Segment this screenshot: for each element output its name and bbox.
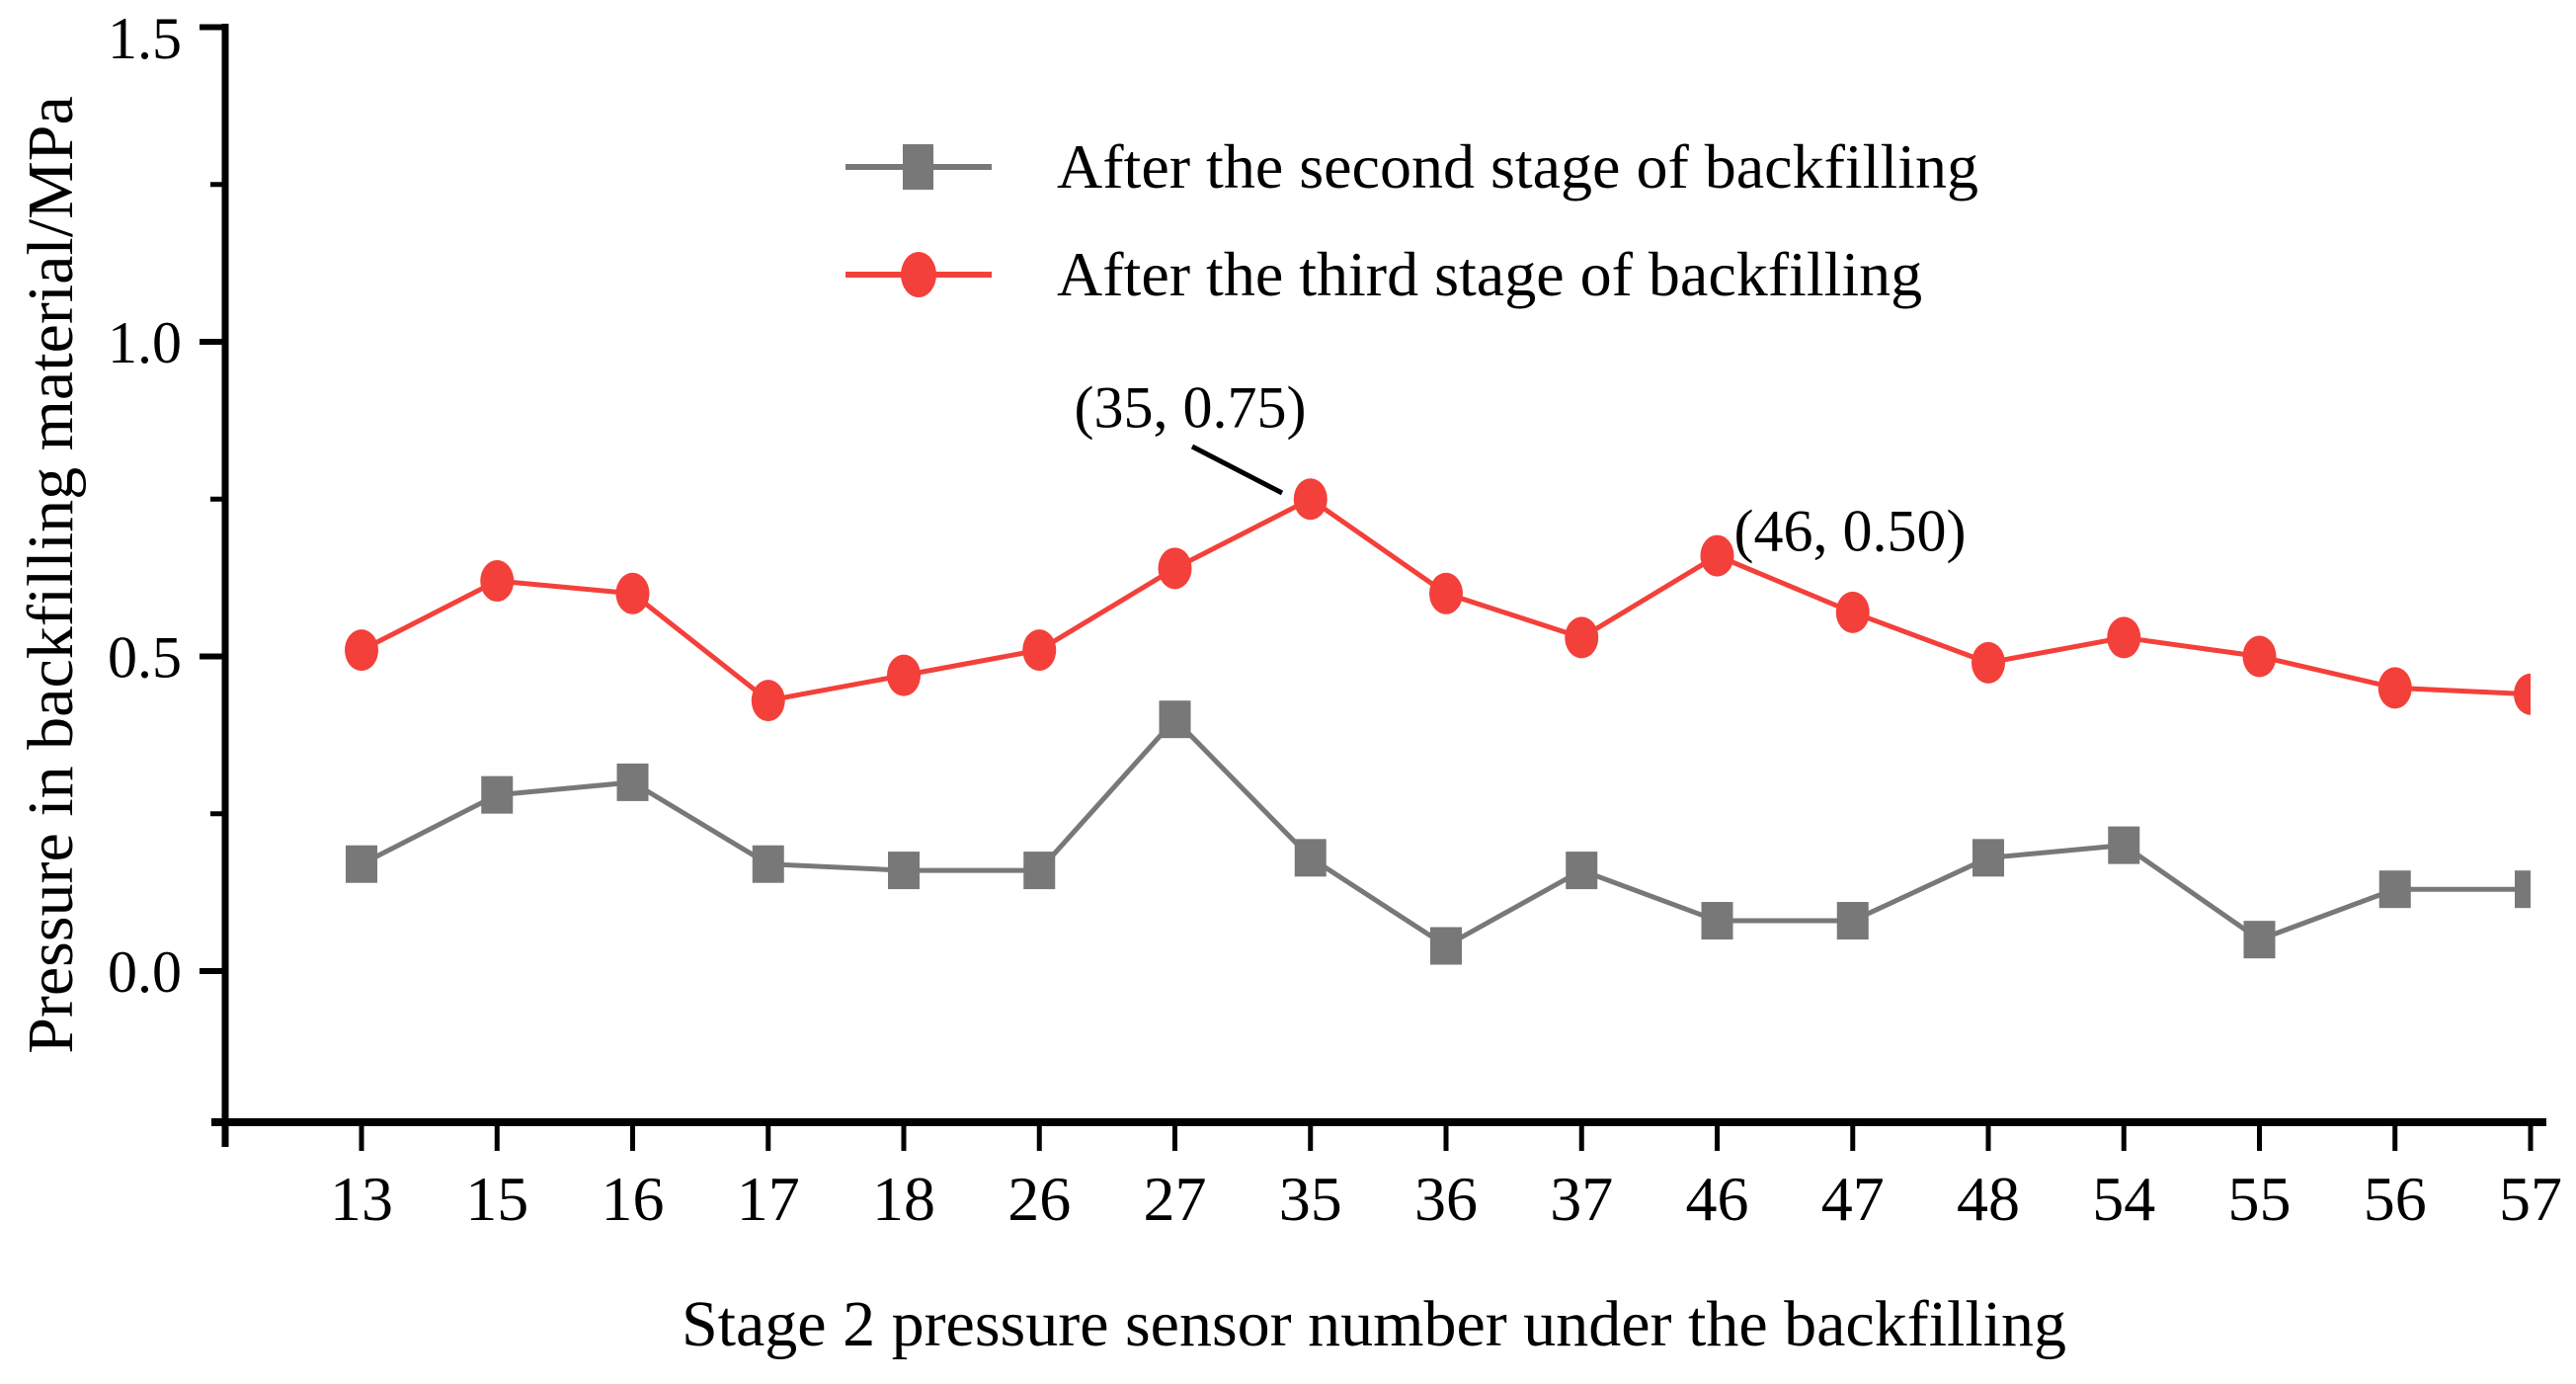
circle-marker (1158, 547, 1192, 590)
legend-square-marker-icon (845, 144, 992, 190)
square-marker (752, 845, 784, 883)
annotation-35-075: (35, 0.75) (1074, 374, 1307, 441)
x-tick-label: 47 (1821, 1164, 1885, 1234)
square-marker (888, 852, 920, 890)
series-third-stage (345, 478, 2531, 722)
x-tick-label: 16 (602, 1164, 665, 1234)
annotation-46-050: (46, 0.50) (1733, 498, 1967, 564)
x-tick-label: 55 (2228, 1164, 2292, 1234)
x-tick-label: 36 (1414, 1164, 1478, 1234)
square-marker (481, 775, 514, 814)
circle-marker (751, 680, 785, 722)
legend-item-second-stage: After the second stage of backfilling (842, 131, 1978, 202)
x-tick-label: 48 (1957, 1164, 2020, 1234)
x-tick-label: 15 (465, 1164, 528, 1234)
circle-marker (615, 572, 650, 614)
x-tick-label: 27 (1144, 1164, 1207, 1234)
y-tick-label: 0.5 (108, 625, 182, 691)
circle-marker (1700, 534, 1734, 577)
circle-marker (2514, 673, 2531, 715)
square-marker (1430, 927, 1462, 965)
circle-marker (1972, 641, 2005, 684)
square-marker (1836, 902, 1869, 940)
square-marker (2108, 826, 2140, 864)
legend-label-second-stage: After the second stage of backfilling (1057, 131, 1978, 202)
square-marker (616, 763, 649, 801)
square-marker (2515, 870, 2531, 909)
x-tick-label: 46 (1686, 1164, 1749, 1234)
circle-marker (2107, 616, 2141, 659)
circle-marker (2377, 667, 2412, 709)
series-second-stage (346, 700, 2531, 965)
square-marker (2243, 921, 2276, 959)
square-marker (2378, 870, 2411, 909)
circle-marker (1022, 629, 1057, 672)
x-tick-label: 57 (2499, 1164, 2562, 1234)
square-marker (1972, 839, 2004, 877)
square-marker (346, 845, 377, 883)
y-tick-label: 1.5 (108, 6, 182, 71)
y-tick-label: 1.0 (108, 310, 182, 375)
circle-marker (1565, 616, 1599, 659)
x-tick-label: 37 (1550, 1164, 1613, 1234)
x-tick-label: 13 (330, 1164, 393, 1234)
x-tick-label: 17 (737, 1164, 800, 1234)
circle-marker (887, 654, 921, 696)
annotation-leader-line (1190, 444, 1284, 496)
square-marker (1023, 852, 1056, 890)
circle-marker (1293, 478, 1328, 521)
circle-marker (1835, 591, 1870, 633)
circle-marker (2242, 635, 2277, 678)
square-marker (1701, 902, 1733, 940)
x-axis-title: Stage 2 pressure sensor number under the… (681, 1288, 2067, 1360)
square-marker (1294, 839, 1327, 877)
legend-item-third-stage: After the third stage of backfilling (842, 239, 1922, 309)
square-marker (1566, 852, 1598, 890)
y-axis-title: Pressure in backfilling material/MPa (15, 96, 87, 1054)
circle-marker (345, 629, 378, 672)
legend-label-third-stage: After the third stage of backfilling (1057, 239, 1923, 309)
circle-marker (1429, 572, 1463, 614)
x-tick-label: 56 (2364, 1164, 2427, 1234)
x-tick-label: 26 (1007, 1164, 1071, 1234)
x-tick-label: 35 (1279, 1164, 1342, 1234)
square-marker (1159, 700, 1191, 739)
x-tick-label: 18 (872, 1164, 935, 1234)
legend-circle-marker-icon (845, 252, 992, 297)
y-tick-label: 0.0 (108, 939, 182, 1005)
x-tick-label: 54 (2092, 1164, 2155, 1234)
circle-marker (480, 560, 515, 603)
axes: 0.0 0.5 1.0 1.5 13 15 16 17 18 26 27 35 36 37 46 47 48 54… (108, 6, 2562, 1234)
